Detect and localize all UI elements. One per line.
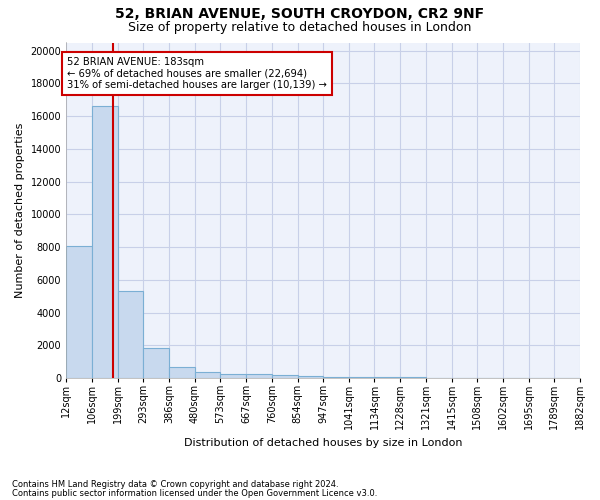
Bar bbox=[323, 376, 349, 378]
Bar bbox=[169, 368, 195, 378]
Bar bbox=[298, 376, 323, 378]
Bar bbox=[374, 377, 400, 378]
Bar bbox=[220, 374, 246, 378]
Bar bbox=[349, 377, 374, 378]
Text: 52, BRIAN AVENUE, SOUTH CROYDON, CR2 9NF: 52, BRIAN AVENUE, SOUTH CROYDON, CR2 9NF bbox=[115, 8, 485, 22]
Bar bbox=[118, 292, 143, 378]
Bar bbox=[66, 246, 92, 378]
Y-axis label: Number of detached properties: Number of detached properties bbox=[15, 122, 25, 298]
Bar bbox=[143, 348, 169, 378]
Bar bbox=[272, 375, 298, 378]
Text: Contains public sector information licensed under the Open Government Licence v3: Contains public sector information licen… bbox=[12, 488, 377, 498]
Bar bbox=[92, 106, 118, 378]
Bar bbox=[246, 374, 272, 378]
Text: Contains HM Land Registry data © Crown copyright and database right 2024.: Contains HM Land Registry data © Crown c… bbox=[12, 480, 338, 489]
Text: 52 BRIAN AVENUE: 183sqm
← 69% of detached houses are smaller (22,694)
31% of sem: 52 BRIAN AVENUE: 183sqm ← 69% of detache… bbox=[67, 57, 326, 90]
Text: Size of property relative to detached houses in London: Size of property relative to detached ho… bbox=[128, 21, 472, 34]
Bar bbox=[195, 372, 220, 378]
X-axis label: Distribution of detached houses by size in London: Distribution of detached houses by size … bbox=[184, 438, 463, 448]
